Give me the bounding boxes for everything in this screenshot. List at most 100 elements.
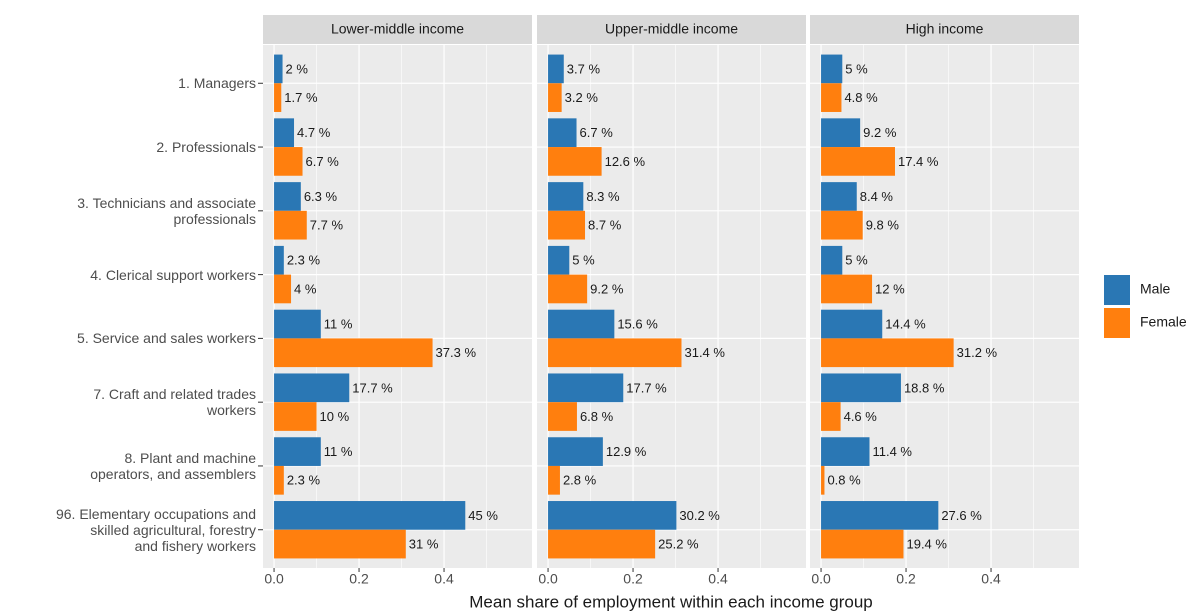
value-label: 18.8 % [904, 380, 945, 395]
value-label: 37.3 % [436, 345, 477, 360]
x-tick-label: 0.0 [538, 571, 558, 587]
bar [821, 210, 863, 240]
value-label: 6.8 % [580, 409, 614, 424]
value-label: 2.3 % [287, 473, 321, 488]
facet-title: Upper-middle income [605, 21, 738, 37]
bar [274, 245, 284, 275]
value-label: 6.7 % [580, 125, 614, 140]
bar [821, 501, 939, 530]
value-label: 45 % [468, 508, 498, 523]
category-label: 1. Managers [178, 75, 256, 92]
bar [548, 437, 603, 466]
value-label: 2.3 % [287, 253, 321, 268]
facet-strip [810, 15, 1079, 44]
bar [274, 373, 350, 403]
bar [548, 529, 656, 559]
bar [548, 182, 584, 211]
value-label: 3.7 % [567, 61, 601, 76]
bar [274, 465, 284, 495]
value-label: 15.6 % [617, 316, 658, 331]
value-label: 12 % [875, 281, 905, 296]
value-label: 17.4 % [898, 154, 939, 169]
bar [548, 245, 570, 275]
value-label: 11 % [324, 444, 353, 459]
bar [548, 118, 577, 148]
bar [821, 118, 861, 148]
bar [548, 210, 586, 240]
value-label: 9.2 % [590, 281, 624, 296]
legend-label: Male [1140, 281, 1171, 297]
bar [274, 118, 295, 148]
value-label: 31 % [409, 537, 439, 552]
value-label: 4.7 % [297, 125, 331, 140]
bar [821, 54, 843, 84]
facet-title: Lower-middle income [331, 21, 464, 37]
bar [821, 465, 825, 495]
value-label: 9.2 % [863, 125, 897, 140]
value-label: 8.3 % [586, 189, 620, 204]
bar [274, 83, 282, 112]
value-label: 6.3 % [304, 189, 338, 204]
x-tick-label: 0.2 [896, 571, 916, 587]
bar [821, 529, 904, 559]
bar [274, 274, 292, 304]
value-label: 11 % [324, 316, 353, 331]
category-label: 5. Service and sales workers [77, 330, 256, 347]
value-label: 0.8 % [827, 473, 861, 488]
bar [548, 373, 624, 403]
category-label: 8. Plant and machine operators, and asse… [90, 449, 256, 482]
value-label: 14.4 % [885, 316, 926, 331]
facet-strip [263, 15, 532, 44]
facet-title: High income [906, 21, 984, 37]
value-label: 6.7 % [306, 154, 340, 169]
x-tick-label: 0.4 [708, 571, 728, 587]
category-label: 4. Clerical support workers [90, 266, 256, 283]
bar [548, 147, 602, 176]
value-label: 17.7 % [352, 380, 393, 395]
category-label: 7. Craft and related trades workers [93, 386, 256, 419]
legend-key [1104, 275, 1130, 305]
legend-key [1104, 308, 1130, 338]
category-label: 96. Elementary occupations and skilled a… [55, 505, 256, 554]
value-label: 5 % [845, 253, 868, 268]
value-label: 30.2 % [679, 508, 720, 523]
value-label: 3.2 % [565, 90, 599, 105]
value-label: 11.4 % [872, 444, 912, 459]
x-tick-label: 0.0 [264, 571, 284, 587]
value-label: 27.6 % [941, 508, 982, 523]
value-label: 5 % [572, 253, 595, 268]
value-label: 1.7 % [284, 90, 318, 105]
value-label: 19.4 % [906, 537, 947, 552]
bar [821, 83, 842, 112]
bar [274, 182, 301, 211]
x-tick-label: 0.0 [811, 571, 831, 587]
x-axis-title: Mean share of employment within each inc… [469, 592, 873, 611]
bar [548, 309, 615, 339]
bar [548, 83, 562, 112]
bar [821, 402, 841, 431]
value-label: 31.4 % [684, 345, 725, 360]
value-label: 8.4 % [860, 189, 894, 204]
bar [821, 147, 895, 176]
bar [274, 309, 321, 339]
value-label: 8.7 % [588, 218, 622, 233]
value-label: 17.7 % [626, 380, 667, 395]
value-label: 5 % [845, 61, 868, 76]
legend-label: Female [1140, 314, 1187, 330]
bar [548, 54, 564, 84]
value-label: 10 % [320, 409, 350, 424]
value-label: 31.2 % [957, 345, 998, 360]
value-label: 7.7 % [310, 218, 344, 233]
bar [274, 501, 466, 530]
facet-strip [537, 15, 806, 44]
bar [274, 147, 303, 176]
value-label: 25.2 % [658, 537, 699, 552]
value-label: 9.8 % [866, 218, 900, 233]
bar [548, 402, 577, 431]
bar [821, 338, 954, 368]
bar [274, 402, 317, 431]
value-label: 12.9 % [606, 444, 647, 459]
bar [274, 210, 307, 240]
